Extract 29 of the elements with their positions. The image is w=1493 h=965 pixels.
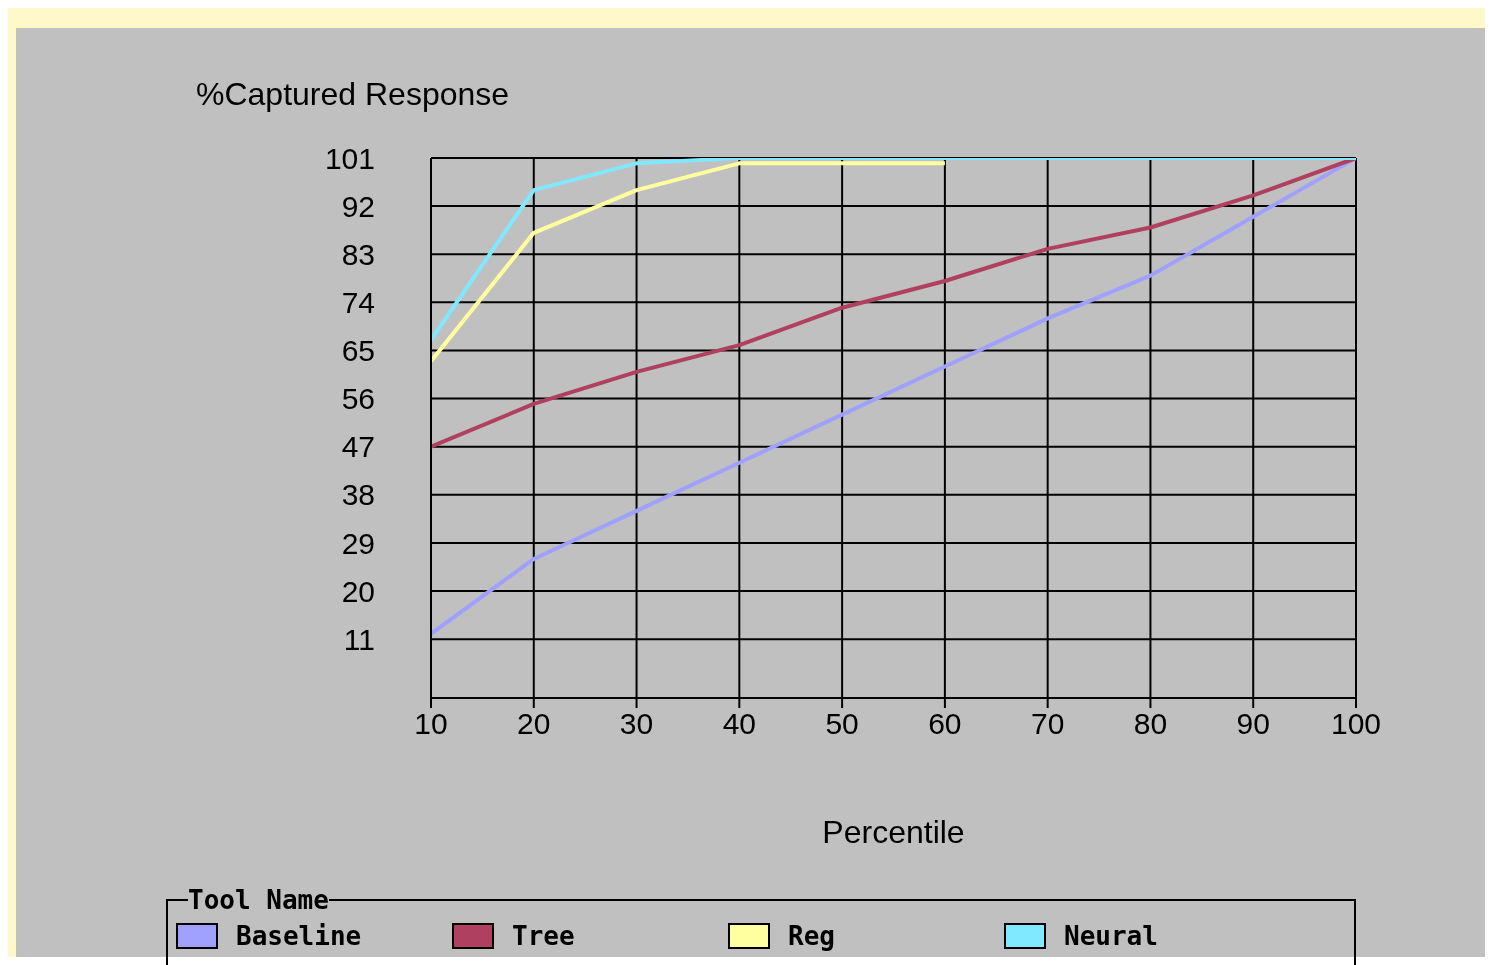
x-axis-title: Percentile	[822, 814, 965, 850]
x-tick-label: 70	[1030, 707, 1065, 740]
legend-label: Reg	[788, 921, 835, 951]
y-tick-label: 101	[324, 141, 375, 175]
x-tick-label: 60	[928, 707, 962, 740]
legend-label: Neural	[1064, 921, 1158, 951]
x-tick-label: 30	[619, 707, 654, 740]
y-tick-label: 20	[341, 574, 375, 608]
legend-label: Tree	[512, 921, 575, 951]
y-tick-label: 47	[341, 430, 375, 464]
y-tick-label: 65	[341, 334, 375, 368]
y-tick-label: 38	[341, 478, 375, 512]
y-axis-title: %Captured Response	[196, 76, 510, 113]
y-tick-label: 92	[341, 189, 375, 223]
line-series	[431, 161, 947, 364]
y-tick-label: 83	[341, 237, 375, 271]
x-tick-label: 50	[825, 707, 859, 740]
y-tick-label: 11	[343, 622, 375, 656]
x-tick-label: 90	[1236, 707, 1270, 740]
y-tick-label: 29	[341, 526, 375, 560]
legend-title: Tool Name	[188, 885, 329, 915]
x-tick-label: 40	[722, 707, 757, 740]
x-tick-label: 10	[414, 707, 448, 740]
x-tick-label: 100	[1330, 707, 1382, 740]
legend-label: Baseline	[236, 921, 362, 951]
x-tick-label: 20	[517, 707, 551, 740]
y-tick-label: 56	[341, 382, 375, 416]
x-tick-label: 80	[1133, 707, 1168, 740]
y-tick-label: 74	[341, 286, 375, 320]
